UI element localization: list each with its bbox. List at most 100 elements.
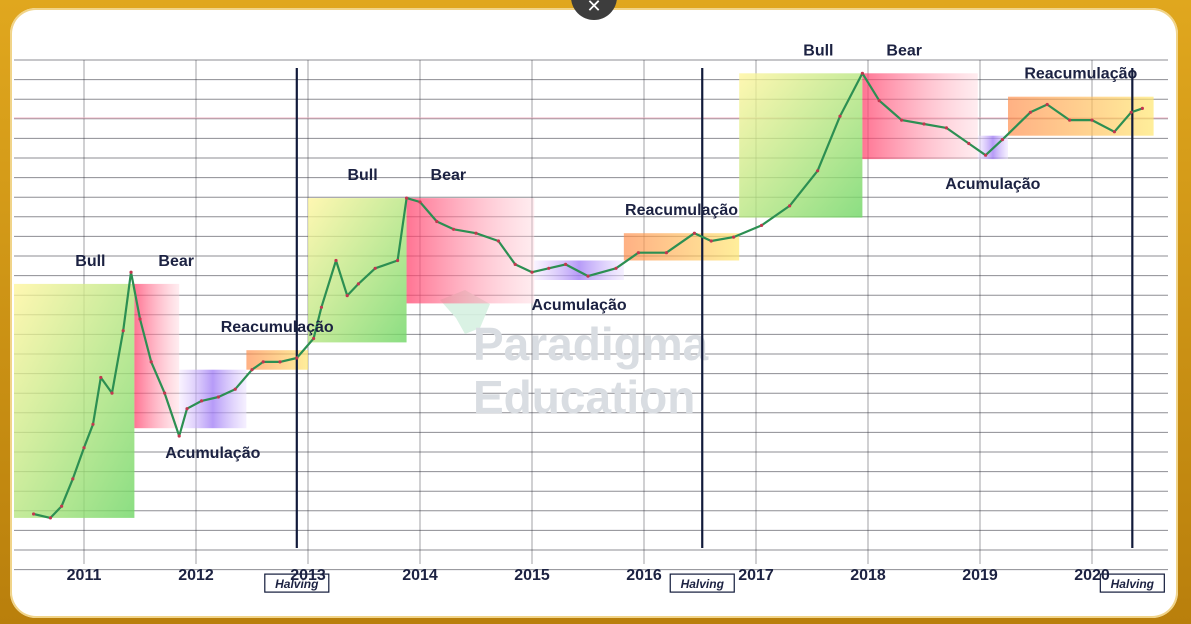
price-point (732, 235, 736, 239)
price-point (435, 219, 439, 224)
price-point (82, 446, 86, 450)
price-point (816, 169, 820, 173)
price-point (788, 204, 792, 208)
phase-region-reacumulacao (1008, 96, 1154, 136)
price-point (474, 231, 478, 235)
price-point (1140, 106, 1144, 110)
phase-label: Bear (886, 42, 922, 59)
x-tick-label: 2019 (962, 567, 998, 584)
price-point (1045, 102, 1049, 107)
price-point (1068, 118, 1072, 122)
price-point (586, 274, 590, 278)
price-point (99, 375, 103, 380)
price-point (200, 399, 204, 403)
price-point (138, 317, 142, 321)
price-point (709, 239, 713, 243)
price-point (149, 360, 153, 364)
price-point (496, 239, 500, 243)
x-tick-label: 2020 (1074, 567, 1110, 584)
price-point (967, 141, 971, 146)
price-point (356, 282, 360, 286)
phase-regions (14, 73, 1154, 518)
price-point (900, 118, 904, 122)
price-point (404, 196, 409, 200)
price-point (250, 368, 254, 372)
price-point (838, 114, 842, 118)
price-point (860, 71, 865, 75)
price-point (396, 258, 400, 263)
phase-label: Reacumulação (221, 319, 334, 336)
btc-cycle-chart: Paradigma Education Halving Halving Halvin… (14, 42, 1168, 593)
price-point (530, 270, 534, 274)
price-point (177, 434, 181, 438)
price-series (32, 71, 1144, 520)
price-point (636, 251, 641, 255)
price-point (452, 227, 456, 231)
x-tick-label: 2013 (290, 567, 326, 584)
price-point (48, 516, 53, 520)
halving-label: Halving (1111, 577, 1155, 591)
price-point (692, 231, 697, 235)
phase-region-bull (739, 73, 863, 218)
x-tick-label: 2012 (178, 567, 214, 584)
phase-region-bear (406, 198, 535, 304)
price-point (345, 294, 349, 298)
halving-badge (1099, 573, 1165, 593)
price-point (334, 258, 338, 263)
phase-labels: Bull Bear Acumulação Reacumulação Bull Bear Ac… (75, 42, 1137, 462)
close-button[interactable]: ✕ (571, 0, 617, 20)
halving-badge (264, 573, 330, 593)
phase-label: Bull (347, 167, 377, 184)
x-tick-label: 2011 (67, 567, 102, 584)
phase-region-reacumulacao (623, 233, 740, 261)
x-tick-label: 2014 (402, 567, 438, 584)
price-point (91, 422, 95, 426)
phase-region-bear (862, 73, 978, 160)
price-point (547, 266, 551, 270)
phase-region-bull (308, 198, 407, 343)
phase-label: Acumulação (165, 445, 260, 462)
price-point (32, 512, 36, 516)
price-point (1129, 110, 1133, 114)
phase-region-bear (134, 283, 180, 429)
price-point (312, 336, 316, 341)
phase-label: Bull (75, 253, 105, 270)
price-point (984, 153, 988, 157)
x-tick-label: 2016 (626, 567, 662, 584)
phase-label: Bull (803, 42, 833, 59)
price-point (513, 262, 517, 266)
halving-label: Halving (275, 577, 319, 591)
phase-label: Reacumulação (1024, 66, 1137, 83)
price-point (418, 200, 422, 204)
watermark-line1: Paradigma (473, 318, 709, 370)
x-tick-label: 2017 (738, 567, 774, 584)
price-point (944, 126, 949, 130)
phase-label: Reacumulação (625, 202, 738, 219)
halving-markers: Halving Halving Halving (264, 68, 1165, 593)
price-point (614, 266, 618, 270)
x-tick-label: 2018 (850, 567, 886, 584)
price-point (129, 270, 133, 274)
price-point (295, 356, 299, 360)
price-point (319, 305, 324, 309)
chart-panel: Paradigma Education Halving Halving Halvin… (10, 8, 1178, 618)
price-point (163, 391, 167, 395)
phase-label: Bear (158, 253, 194, 270)
price-point (1090, 118, 1094, 122)
x-tick-label: 2015 (514, 567, 550, 584)
price-point (877, 99, 881, 103)
phase-region-bull (14, 283, 135, 518)
watermark-line2: Education (473, 371, 695, 423)
price-point (760, 223, 764, 227)
halving-badge (669, 573, 735, 593)
phase-label: Acumulação (531, 297, 626, 314)
phase-label: Acumulação (945, 176, 1040, 193)
price-point (185, 407, 189, 411)
price-point (60, 504, 64, 508)
price-point (261, 360, 265, 364)
price-point (373, 266, 377, 270)
phase-label: Bear (431, 167, 467, 184)
close-icon: ✕ (586, 0, 602, 16)
price-point (110, 391, 114, 395)
